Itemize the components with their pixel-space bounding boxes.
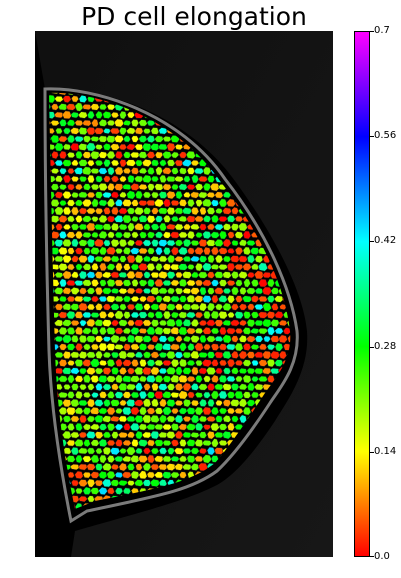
colorbar-tick xyxy=(370,136,374,138)
figure-title: PD cell elongation xyxy=(81,2,307,31)
colorbar-tick xyxy=(370,31,374,32)
colorbar-tick xyxy=(370,346,374,348)
colorbar-tick-label: 0.28 xyxy=(374,340,397,352)
colorbar-tick-label: 0.42 xyxy=(374,235,397,247)
tissue-heatmap xyxy=(35,31,333,557)
colorbar-tick xyxy=(370,241,374,243)
colorbar-tick-label: 0.14 xyxy=(374,445,397,457)
colorbar-tick xyxy=(370,556,374,557)
colorbar-tick-label: 0.0 xyxy=(374,551,390,562)
colorbar-tick-label: 0.7 xyxy=(374,25,390,36)
microscopy-image xyxy=(35,31,333,557)
colorbar-tick xyxy=(370,451,374,453)
colorbar xyxy=(354,31,370,557)
colorbar-tick-label: 0.56 xyxy=(374,130,397,142)
